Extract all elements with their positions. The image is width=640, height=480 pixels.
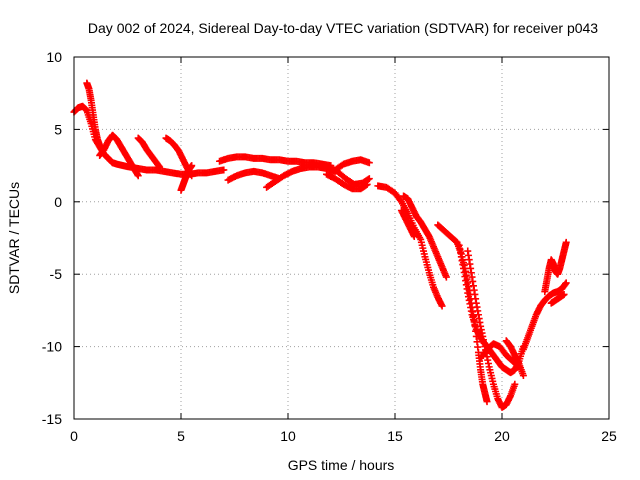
x-tick-label: 25	[601, 428, 617, 444]
data-point	[363, 180, 371, 188]
x-tick-label: 0	[70, 428, 78, 444]
data-point	[96, 141, 104, 149]
y-tick-label: 10	[46, 49, 62, 65]
data-points	[70, 79, 570, 411]
data-point	[519, 372, 527, 380]
data-point	[483, 398, 491, 406]
data-point	[511, 380, 519, 388]
data-point	[438, 302, 446, 310]
y-tick-label: 0	[54, 194, 62, 210]
data-point	[220, 166, 228, 174]
data-point	[134, 172, 142, 180]
y-tick-label: -15	[42, 411, 62, 427]
data-point	[410, 233, 418, 241]
data-point	[562, 238, 570, 246]
data-point	[562, 279, 570, 287]
chart-title: Day 002 of 2024, Sidereal Day-to-day VTE…	[88, 20, 598, 36]
y-tick-label: -5	[50, 266, 63, 282]
data-point	[365, 175, 373, 183]
x-tick-label: 10	[280, 428, 296, 444]
axis-ticks: 0 5 10 15 20 25 -15 -10 -5 0 5 10	[42, 49, 617, 444]
data-point	[156, 163, 164, 171]
x-tick-label: 5	[177, 428, 185, 444]
plot-frame	[73, 56, 610, 420]
data-point	[560, 290, 568, 298]
x-tick-label: 20	[494, 428, 510, 444]
data-point	[442, 273, 450, 281]
x-tick-label: 15	[387, 428, 403, 444]
data-point	[365, 159, 373, 167]
data-point	[188, 162, 196, 170]
y-tick-label: -10	[42, 339, 62, 355]
y-axis-label: SDTVAR / TECUs	[6, 182, 22, 294]
x-axis-label: GPS time / hours	[288, 457, 395, 473]
grid	[74, 57, 609, 419]
y-tick-label: 5	[54, 121, 62, 137]
